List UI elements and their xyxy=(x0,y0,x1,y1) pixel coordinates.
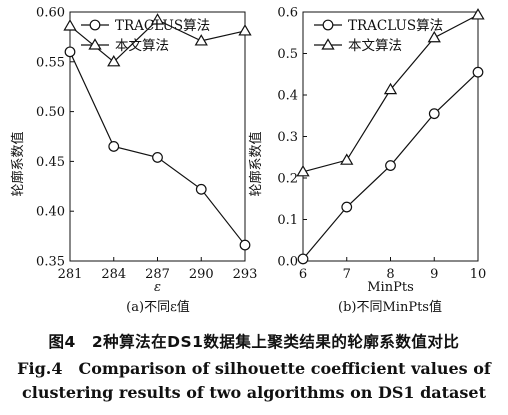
chart-0-y-tick-label-3: 0.50 xyxy=(36,105,65,120)
chart-0-legend-0-marker xyxy=(89,19,101,31)
chart-1-y-tick-label-6: 0.6 xyxy=(277,6,298,21)
chart-0-series-1-point-4 xyxy=(238,24,252,36)
chart-1-series-0-point-3 xyxy=(428,108,440,120)
chart-0-series-1-point-1 xyxy=(107,55,121,67)
chart-1-x-axis-label: MinPts xyxy=(367,280,413,295)
chart-0-x-axis-label: ε xyxy=(154,280,161,295)
chart-0-series-0-line xyxy=(69,51,246,246)
chart-1-x-tick-label-2: 8 xyxy=(386,267,394,282)
chart-0-x-tick-label-4: 293 xyxy=(233,267,258,282)
chart-1-series-1-point-4 xyxy=(471,8,485,20)
chart-1-x-tick-label-1: 7 xyxy=(343,267,351,282)
chart-1-legend-1-marker xyxy=(321,38,335,50)
chart-1-legend-0-label: TRACLUS算法 xyxy=(348,18,443,34)
chart-1-y-axis-label: 轮廓系数值 xyxy=(248,131,264,196)
chart-0-y-axis-label: 轮廓系数值 xyxy=(10,131,26,196)
figure-caption-chinese: 图4 2种算法在DS1数据集上聚类结果的轮廓系数值对比 xyxy=(48,333,460,351)
chart-0-y-tick-label-5: 0.60 xyxy=(36,6,65,21)
chart-1-series-1-point-3 xyxy=(427,30,441,43)
figure-caption-english-line1: Fig.4 Comparison of silhouette coefficie… xyxy=(17,359,491,378)
chart-0-y-tick-label-1: 0.40 xyxy=(36,205,65,220)
chart-0-y-tick-label-0: 0.35 xyxy=(36,255,65,270)
chart-1-series-0-point-0 xyxy=(297,253,309,265)
chart-0-y-tick-label-2: 0.45 xyxy=(36,155,65,170)
chart-1-y-tick-label-2: 0.2 xyxy=(277,172,298,187)
chart-1-y-tick-label-3: 0.3 xyxy=(277,130,298,145)
figure-caption-english-line2: clustering results of two algorithms on … xyxy=(22,383,486,402)
chart-0-x-tick-label-1: 284 xyxy=(101,267,126,282)
chart-1-series-0-point-4 xyxy=(472,66,484,78)
chart-0-series-1-point-3 xyxy=(194,34,208,46)
chart-1-series-1-point-1 xyxy=(340,153,354,165)
chart-0-series-0-point-1 xyxy=(108,141,120,152)
chart-0-x-tick-label-2: 287 xyxy=(145,267,170,282)
chart-1-series-0-point-2 xyxy=(385,160,396,171)
chart-1-x-tick-label-3: 9 xyxy=(430,267,438,282)
chart-1-y-tick-label-5: 0.5 xyxy=(277,47,298,62)
chart-1-y-tick-label-0: 0.0 xyxy=(277,255,298,270)
chart-1-x-tick-label-0: 6 xyxy=(299,267,307,282)
chart-1-y-tick-label-1: 0.1 xyxy=(277,213,298,228)
chart-0-legend-1-label: 本文算法 xyxy=(115,38,169,54)
chart-1-series-1-point-2 xyxy=(383,82,398,95)
chart-0-series-0-point-4 xyxy=(239,239,251,251)
chart-0-series-1-point-0 xyxy=(63,19,77,31)
chart-0-x-tick-label-3: 290 xyxy=(189,267,214,282)
chart-0-y-tick-label-4: 0.55 xyxy=(36,55,65,70)
figure: 281 284 287 290 293 0.35 0.40 0.45 0.50 0.55 0.60 ε… xyxy=(10,6,487,316)
chart-1-subcaption: (b)不同MinPts值 xyxy=(338,299,442,315)
chart-0-series-1-point-2 xyxy=(150,13,165,25)
chart-1-y-tick-label-4: 0.4 xyxy=(277,89,298,104)
chart-0-series-0-point-3 xyxy=(195,183,207,195)
chart-0-legend-0-label: TRACLUS算法 xyxy=(115,18,210,34)
chart-0-legend-1-marker xyxy=(88,38,102,50)
chart-1-legend-0-marker xyxy=(322,19,334,31)
chart-1-series-0-point-1 xyxy=(341,201,353,213)
chart-0-series-0-point-0 xyxy=(64,46,76,58)
chart-0-subcaption: (a)不同ε值 xyxy=(126,299,190,315)
chart-0-x-tick-label-0: 281 xyxy=(58,267,83,282)
chart-1-series-1-point-0 xyxy=(296,164,310,177)
chart-1-legend-1-label: 本文算法 xyxy=(348,38,402,54)
chart-1-x-tick-label-4: 10 xyxy=(470,267,487,282)
chart-0-series-0-point-2 xyxy=(152,152,163,163)
